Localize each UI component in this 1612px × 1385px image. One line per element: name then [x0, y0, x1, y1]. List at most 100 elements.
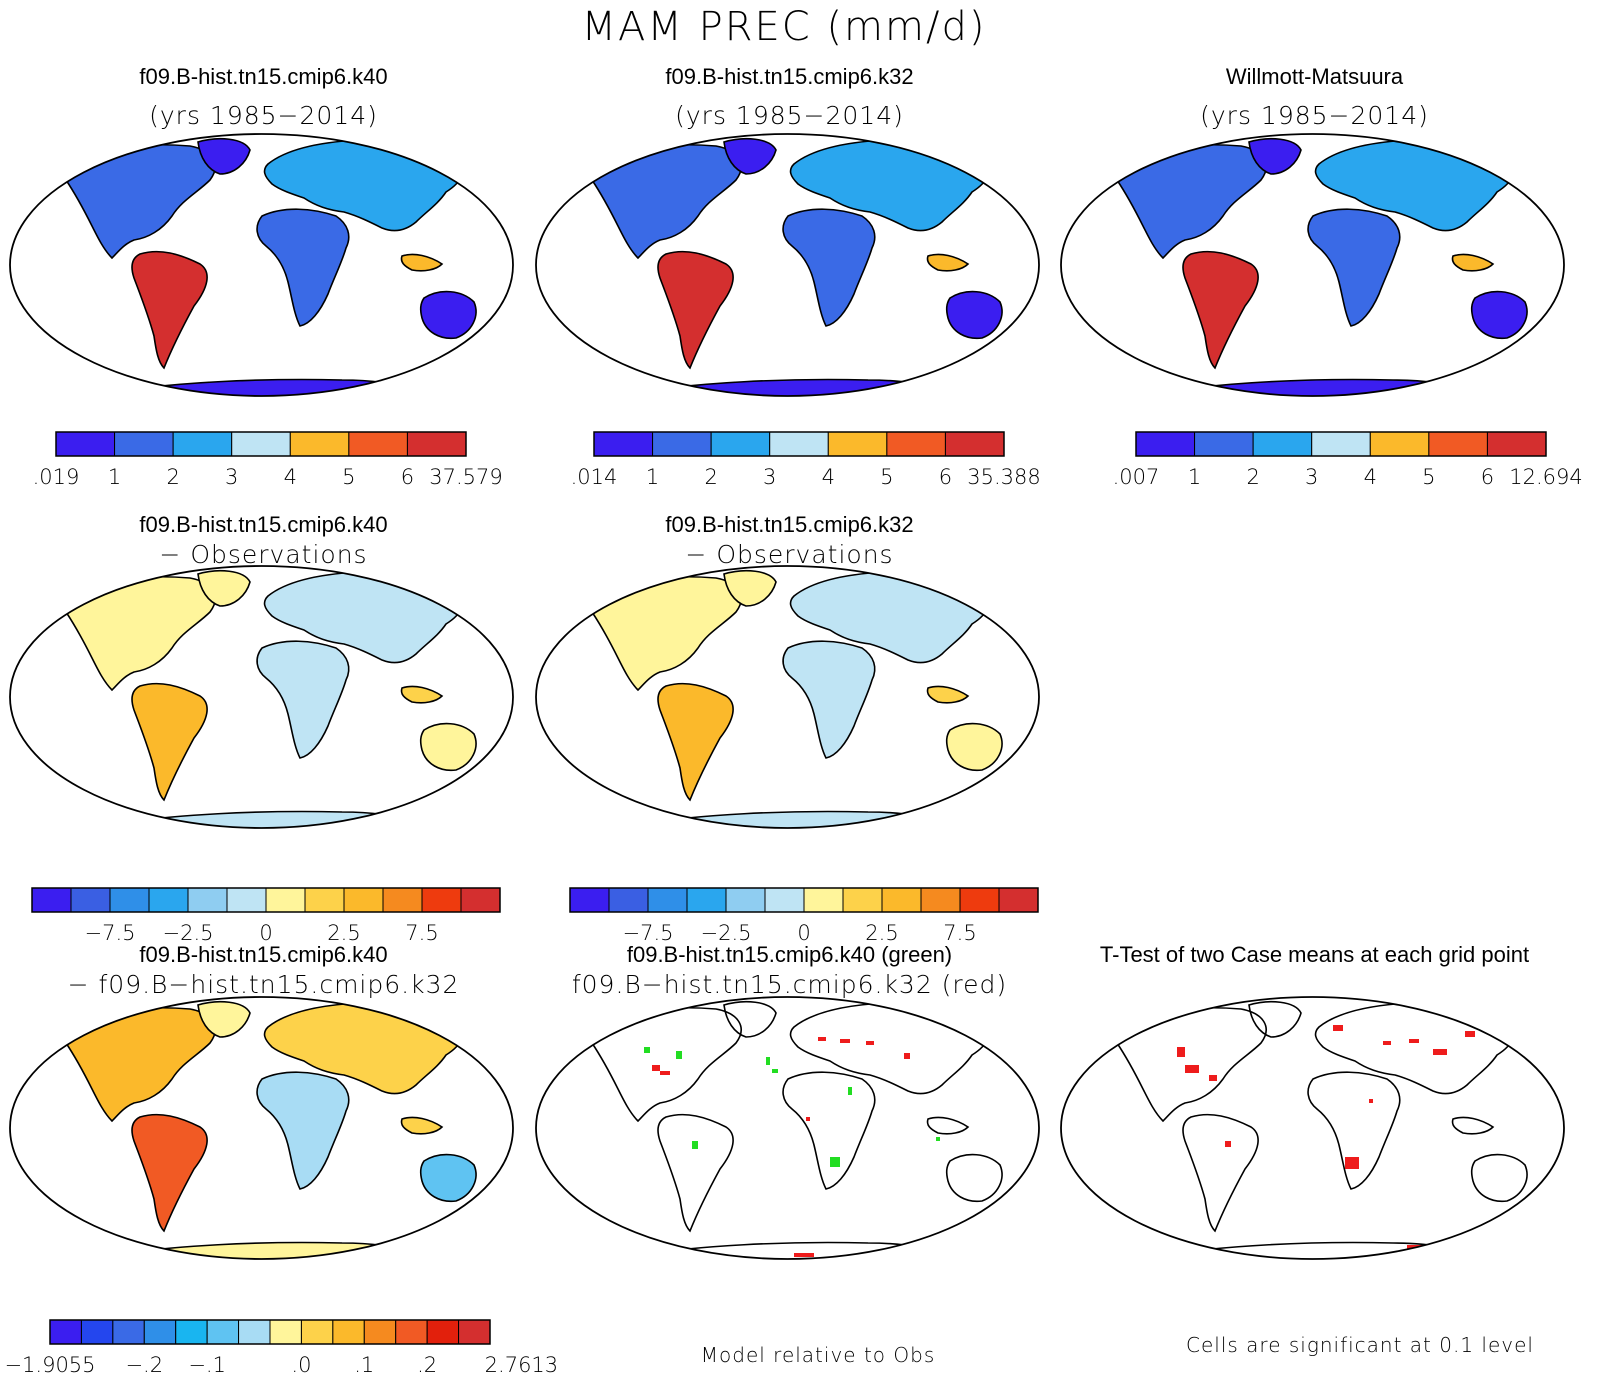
- sig-cell: [794, 1253, 814, 1257]
- colorbar-box: [886, 431, 946, 457]
- colorbar-tick-label: −2.5: [701, 921, 752, 945]
- map-panel: [9, 133, 514, 397]
- continent-ant: [98, 1241, 428, 1259]
- continent-grl: [1248, 1000, 1302, 1038]
- colorbar-box: [269, 1319, 302, 1345]
- colorbar-box: [652, 431, 712, 457]
- map-panel: [9, 996, 514, 1260]
- sig-cell: [1409, 1039, 1419, 1043]
- continent-sea: [926, 253, 970, 272]
- colorbar-tick-label: 3: [763, 465, 776, 489]
- colorbar-tick-label: 4: [822, 465, 835, 489]
- continent-grl: [723, 1000, 777, 1038]
- sig-cell: [936, 1137, 940, 1141]
- colorbar-tick-label: −1.9055: [4, 1353, 95, 1377]
- colorbar-box: [406, 431, 467, 457]
- colorbar-box: [686, 887, 727, 913]
- colorbar-tick-label: 0: [259, 921, 272, 945]
- colorbar-tick-label: −2.5: [163, 921, 214, 945]
- colorbar-box: [395, 1319, 428, 1345]
- colorbar-tick-label: 3: [1305, 465, 1318, 489]
- continent-na: [585, 144, 742, 260]
- panel-title: T-Test of two Case means at each grid po…: [1100, 942, 1529, 967]
- colorbar-box: [187, 887, 228, 913]
- continent-sa: [657, 682, 734, 802]
- map-border: [1060, 996, 1565, 1260]
- colorbar-tick-label: 2: [166, 465, 179, 489]
- colorbar-box: [206, 1319, 240, 1345]
- colorbar-box: [827, 431, 888, 457]
- significance-map-ttest: [1060, 996, 1565, 1260]
- colorbar-box: [460, 887, 501, 913]
- colorbar-tick-label: 4: [1364, 465, 1377, 489]
- sig-cell: [1383, 1041, 1391, 1045]
- colorbar-box: [80, 1319, 114, 1345]
- map-panel: [1060, 133, 1565, 397]
- colorbar-box: [31, 887, 72, 913]
- continent-ant: [1149, 378, 1479, 396]
- colorbar-box: [348, 431, 408, 457]
- colorbar-case1: .019 1 2 3 4 5 6 37.579: [33, 431, 503, 489]
- panel-title: f09.B-hist.tn15.cmip6.k40: [139, 942, 387, 967]
- colorbar-tick-label: 7.5: [405, 921, 438, 945]
- colorbar-tick-label: 5: [342, 465, 355, 489]
- colorbar-box: [109, 887, 150, 913]
- colorbar-box: [769, 431, 829, 457]
- sig-cell: [1407, 1245, 1457, 1253]
- colorbar-diff1: −7.5 −2.5 0 2.5 7.5: [31, 887, 501, 945]
- continent-au: [419, 290, 477, 340]
- colorbar-box: [363, 1319, 397, 1345]
- continent-sea: [926, 685, 970, 704]
- continent-au: [945, 722, 1003, 772]
- continent-af: [1307, 208, 1401, 327]
- colorbar-tick-label: 37.579: [429, 465, 502, 489]
- map-border: [535, 133, 1040, 397]
- colorbar-box: [70, 887, 111, 913]
- colorbar-tick-label: 2.5: [865, 921, 898, 945]
- colorbar-box: [593, 431, 654, 457]
- colorbar-tick-label: 5: [1422, 465, 1435, 489]
- panel-subtitle: f09.B−hist.tn15.cmip6.k32 (red): [572, 970, 1007, 999]
- continent-sa: [131, 682, 208, 802]
- panel-title: Willmott-Matsuura: [1226, 64, 1404, 89]
- sig-cell: [1225, 1141, 1231, 1147]
- continent-sea: [1451, 253, 1495, 272]
- continent-au: [419, 1153, 477, 1203]
- colorbar-tick-label: 4: [284, 465, 297, 489]
- colorbar-box: [920, 887, 961, 913]
- colorbar-box: [289, 431, 350, 457]
- colorbar-frame: [49, 1319, 491, 1345]
- colorbar-tick-label: −.1: [188, 1353, 226, 1377]
- colorbar-box: [421, 887, 462, 913]
- continent-au: [945, 1153, 1003, 1203]
- sig-cell: [652, 1065, 660, 1071]
- continent-na: [585, 576, 742, 692]
- colorbar-box: [842, 887, 883, 913]
- continent-af: [256, 1071, 350, 1190]
- map-panel: [535, 133, 1040, 397]
- continent-sea: [926, 1116, 970, 1135]
- colorbar-obs: .007 1 2 3 4 5 6 12.694: [1113, 431, 1583, 489]
- panel-subtitle: − f09.B−hist.tn15.cmip6.k32: [68, 970, 460, 999]
- map-panel: [9, 565, 514, 829]
- map-ocean: [1061, 997, 1564, 1259]
- colorbar-tick-label: .0: [291, 1353, 311, 1377]
- colorbar-box: [238, 1319, 271, 1345]
- colorbar-box: [231, 431, 291, 457]
- sig-cell: [904, 1053, 910, 1059]
- sig-cell: [1177, 1047, 1185, 1057]
- colorbar-tick-label: 2.5: [327, 921, 360, 945]
- continent-af: [256, 640, 350, 759]
- sig-cell: [1345, 1157, 1359, 1169]
- colorbar-box: [764, 887, 805, 913]
- continent-na: [585, 1007, 742, 1123]
- continent-ant: [624, 810, 954, 828]
- colorbar-frame: [1135, 431, 1547, 457]
- colorbar-tick-label: 3: [225, 465, 238, 489]
- colorbar-tick-label: −.2: [125, 1353, 163, 1377]
- sig-cell: [1465, 1031, 1475, 1037]
- continent-ant: [98, 378, 428, 396]
- continent-af: [256, 208, 350, 327]
- map-border: [9, 565, 514, 829]
